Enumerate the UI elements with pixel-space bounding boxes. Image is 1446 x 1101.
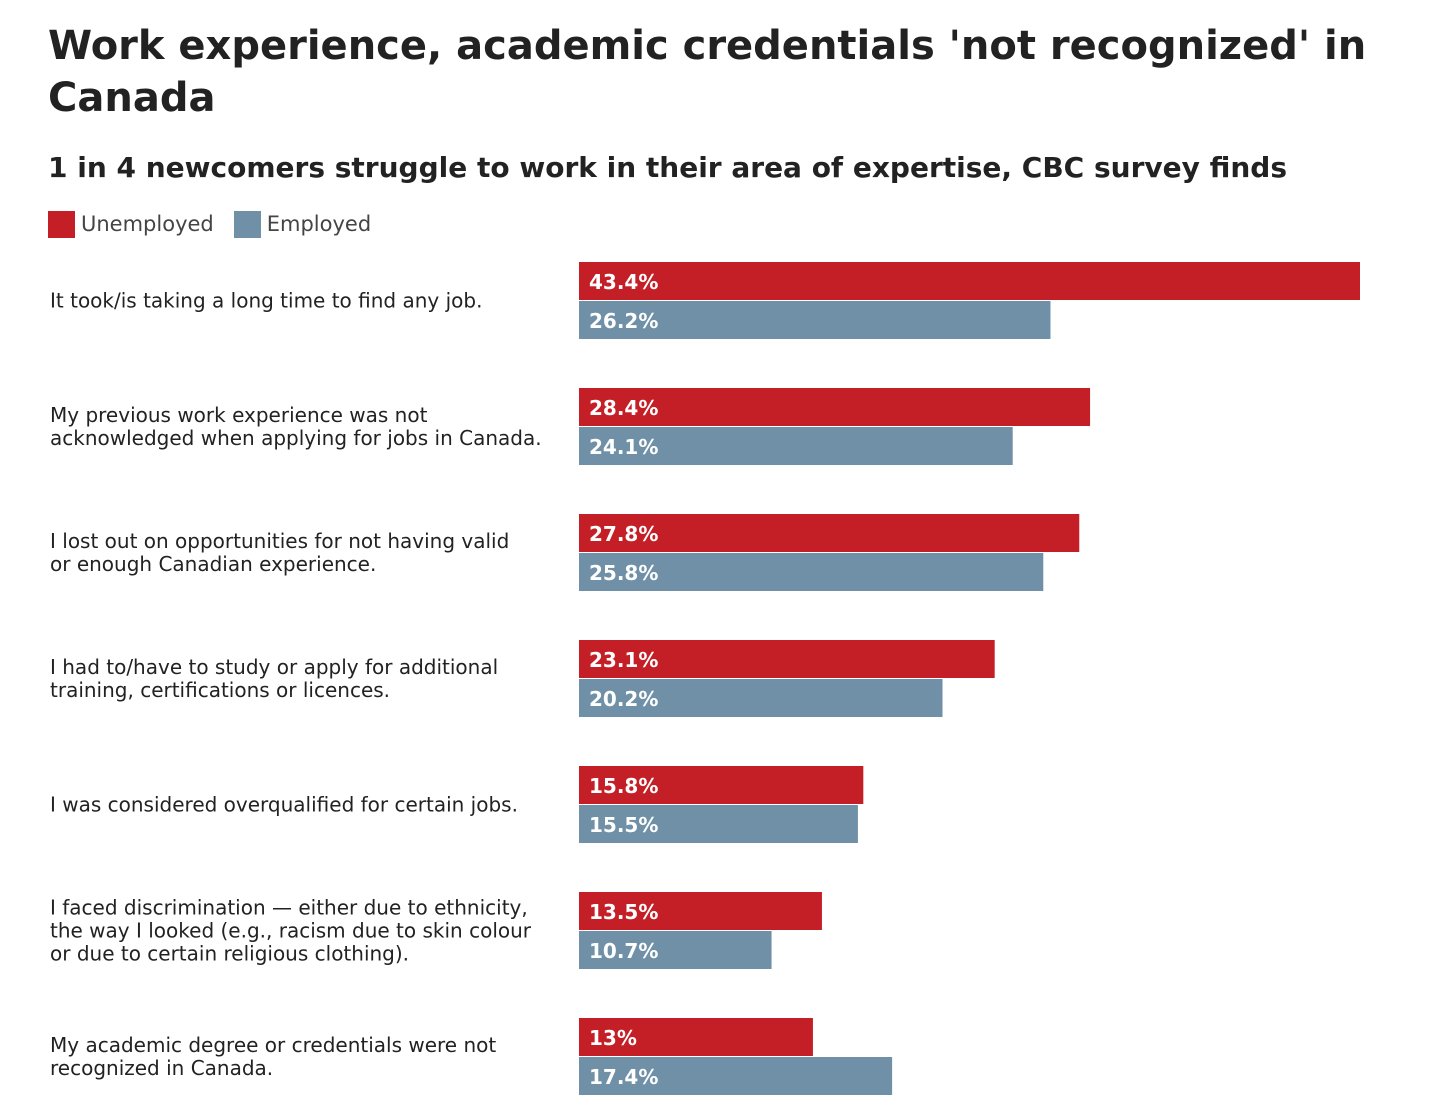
category-label: I was considered overqualified for certa… [50,793,518,817]
bar-value-label: 28.4% [589,396,658,420]
category-label: My previous work experience was not ackno… [50,403,542,450]
legend-item-unemployed: Unemployed [48,210,214,238]
category-label: I faced discrimination — either due to e… [50,896,532,966]
bar-employed [579,1057,893,1095]
bar-value-label: 13% [589,1026,637,1050]
category-label-line: or due to certain religious clothing). [50,942,409,966]
bar-unemployed [579,766,864,804]
bar-value-label: 43.4% [589,270,658,294]
category-label: I lost out on opportunities for not havi… [50,529,509,576]
bar-value-label: 17.4% [589,1065,658,1089]
category-label-line: I had to/have to study or apply for addi… [50,655,498,679]
legend-item-employed: Employed [233,210,372,238]
legend: Unemployed Employed [48,210,391,238]
bar-value-label: 20.2% [589,687,658,711]
category-label-line: training, certifications or licences. [50,678,390,702]
category-label: My academic degree or credentials were n… [50,1033,496,1080]
bar-value-label: 10.7% [589,939,658,963]
category-label-line: My previous work experience was not [50,403,428,427]
bar-employed [579,427,1013,465]
chart-subtitle: 1 in 4 newcomers struggle to work in the… [48,151,1288,184]
bar-employed [579,553,1044,591]
bar-value-label: 15.8% [589,774,658,798]
bar-value-label: 25.8% [589,561,658,585]
category-label-line: the way I looked (e.g., racism due to sk… [50,919,532,943]
category-label-line: recognized in Canada. [50,1056,273,1080]
category-label-line: acknowledged when applying for jobs in C… [50,426,542,450]
category-label: It took/is taking a long time to find an… [50,289,482,313]
bar-value-label: 27.8% [589,522,658,546]
category-label-line: I faced discrimination — either due to e… [50,896,528,920]
bar-unemployed [579,388,1091,426]
category-label: I had to/have to study or apply for addi… [50,655,498,702]
legend-label-unemployed: Unemployed [81,212,214,236]
category-label-line: It took/is taking a long time to find an… [50,289,482,313]
chart-title: Work experience, academic credentials 'n… [48,23,1367,121]
bar-unemployed [579,514,1080,552]
bar-employed [579,679,943,717]
bar-value-label: 23.1% [589,648,658,672]
bar-unemployed [579,1018,813,1056]
category-label-line: My academic degree or credentials were n… [50,1033,496,1057]
bar-value-label: 15.5% [589,813,658,837]
category-label-line: or enough Canadian experience. [50,552,376,576]
bar-value-label: 24.1% [589,435,658,459]
legend-swatch-unemployed [48,210,75,238]
bar-value-label: 13.5% [589,900,658,924]
bar-unemployed [579,262,1360,300]
category-label-line: I lost out on opportunities for not havi… [50,529,509,553]
bar-employed [579,805,858,843]
bar-unemployed [579,892,822,930]
legend-label-employed: Employed [266,212,372,236]
bar-employed [579,931,772,969]
category-label-line: I was considered overqualified for certa… [50,793,518,817]
bar-employed [579,301,1051,339]
bar-value-label: 26.2% [589,309,658,333]
legend-swatch-employed [233,210,261,238]
bar-unemployed [579,640,995,678]
